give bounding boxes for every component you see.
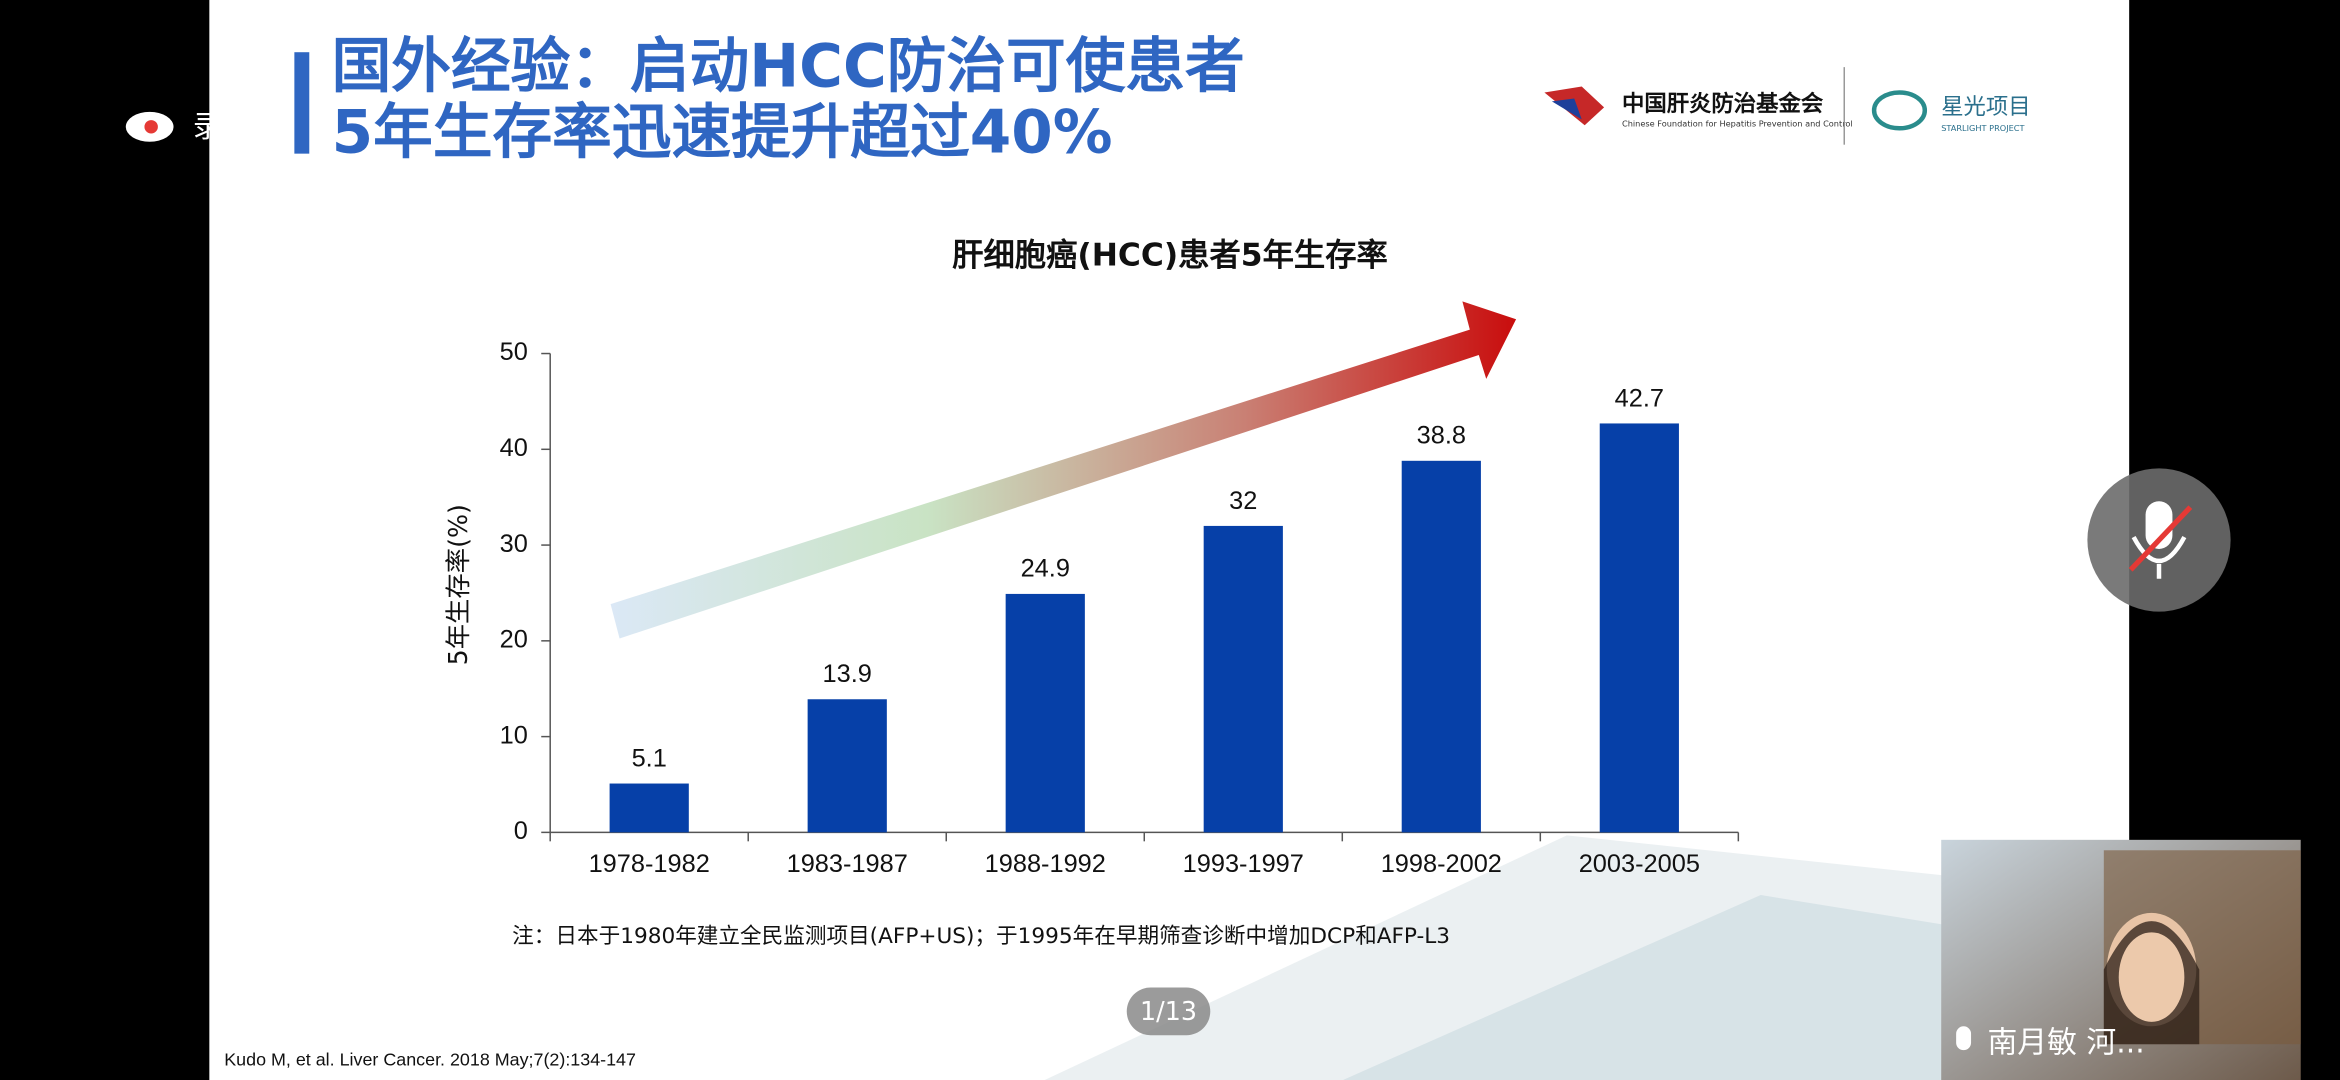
- y-tick-label: 30: [500, 530, 528, 558]
- slide-title: 5年生存率迅速提升超过40%: [332, 98, 1113, 167]
- y-tick-label: 10: [500, 721, 528, 749]
- logo-icon: [1871, 90, 1928, 131]
- x-tick-label: 1983-1987: [787, 850, 908, 878]
- mic-icon: [2131, 535, 2187, 579]
- person-face: [2118, 932, 2185, 1022]
- chart-title: 肝细胞癌(HCC)患者5年生存率: [952, 237, 1388, 274]
- page-indicator-bg: [1126, 987, 1211, 1036]
- y-tick-label: 0: [514, 817, 528, 845]
- logo-text: 中国肝炎防治基金会: [1622, 90, 1824, 117]
- participant-name: 南月敏 河...: [1987, 1026, 2144, 1061]
- data-label: 38.8: [1417, 422, 1466, 450]
- logo-text: Chinese Foundation for Hepatitis Prevent…: [1622, 118, 1853, 128]
- mute-button[interactable]: [2087, 468, 2231, 612]
- video-tile[interactable]: 南月敏 河...: [1941, 839, 2301, 1080]
- y-tick-label: 50: [500, 338, 528, 366]
- bar: [807, 699, 887, 833]
- plot: 0 10 20 30 40 50 1978-1982 5.1 1983-1987 13.9 1988…: [500, 338, 1740, 878]
- data-label: 32: [1229, 487, 1257, 515]
- y-tick-label: 40: [500, 434, 528, 462]
- bar: [1401, 460, 1481, 833]
- data-label: 5.1: [632, 744, 667, 772]
- bar: [1203, 525, 1283, 833]
- logo-icon: [1551, 98, 1582, 120]
- mic-icon: [2145, 501, 2173, 549]
- recording-indicator[interactable]: 录制中: [125, 110, 283, 145]
- x-tick-label: 1998-2002: [1381, 850, 1502, 878]
- y-axis-label: 5年生存率(%): [443, 504, 473, 665]
- x-tick-label: 1978-1982: [589, 850, 710, 878]
- footnote: 注：日本于1980年建立全民监测项目(AFP+US)；于1995年在早期筛查诊断…: [512, 924, 1450, 949]
- x-tick-label: 2003-2005: [1579, 850, 1700, 878]
- page-indicator: 1/13: [1140, 996, 1197, 1026]
- logo-text: STARLIGHT PROJECT: [1941, 123, 2025, 133]
- x-tick-label: 1988-1992: [985, 850, 1106, 878]
- citation: Kudo M, et al. Liver Cancer. 2018 May;7(…: [224, 1049, 636, 1069]
- title-bar: [294, 52, 310, 154]
- x-tick-label: 1993-1997: [1183, 850, 1304, 878]
- slide-decoration: [1343, 895, 2130, 1080]
- mic-icon: [1956, 1026, 1972, 1051]
- data-label: 13.9: [823, 660, 872, 688]
- data-label: 24.9: [1021, 555, 1070, 583]
- y-tick-label: 20: [500, 626, 528, 654]
- bar: [1599, 423, 1679, 833]
- bar: [1005, 593, 1085, 833]
- bar: [609, 783, 689, 833]
- mute-slash: [2128, 505, 2193, 572]
- logo-text: 星光项目: [1941, 94, 2030, 120]
- trend-arrow: [610, 301, 1517, 639]
- data-label: 42.7: [1615, 384, 1664, 412]
- slide-title: 国外经验：启动HCC防治可使患者: [332, 33, 1245, 102]
- recording-label: 录制中: [193, 110, 282, 145]
- record-dot: [144, 120, 158, 134]
